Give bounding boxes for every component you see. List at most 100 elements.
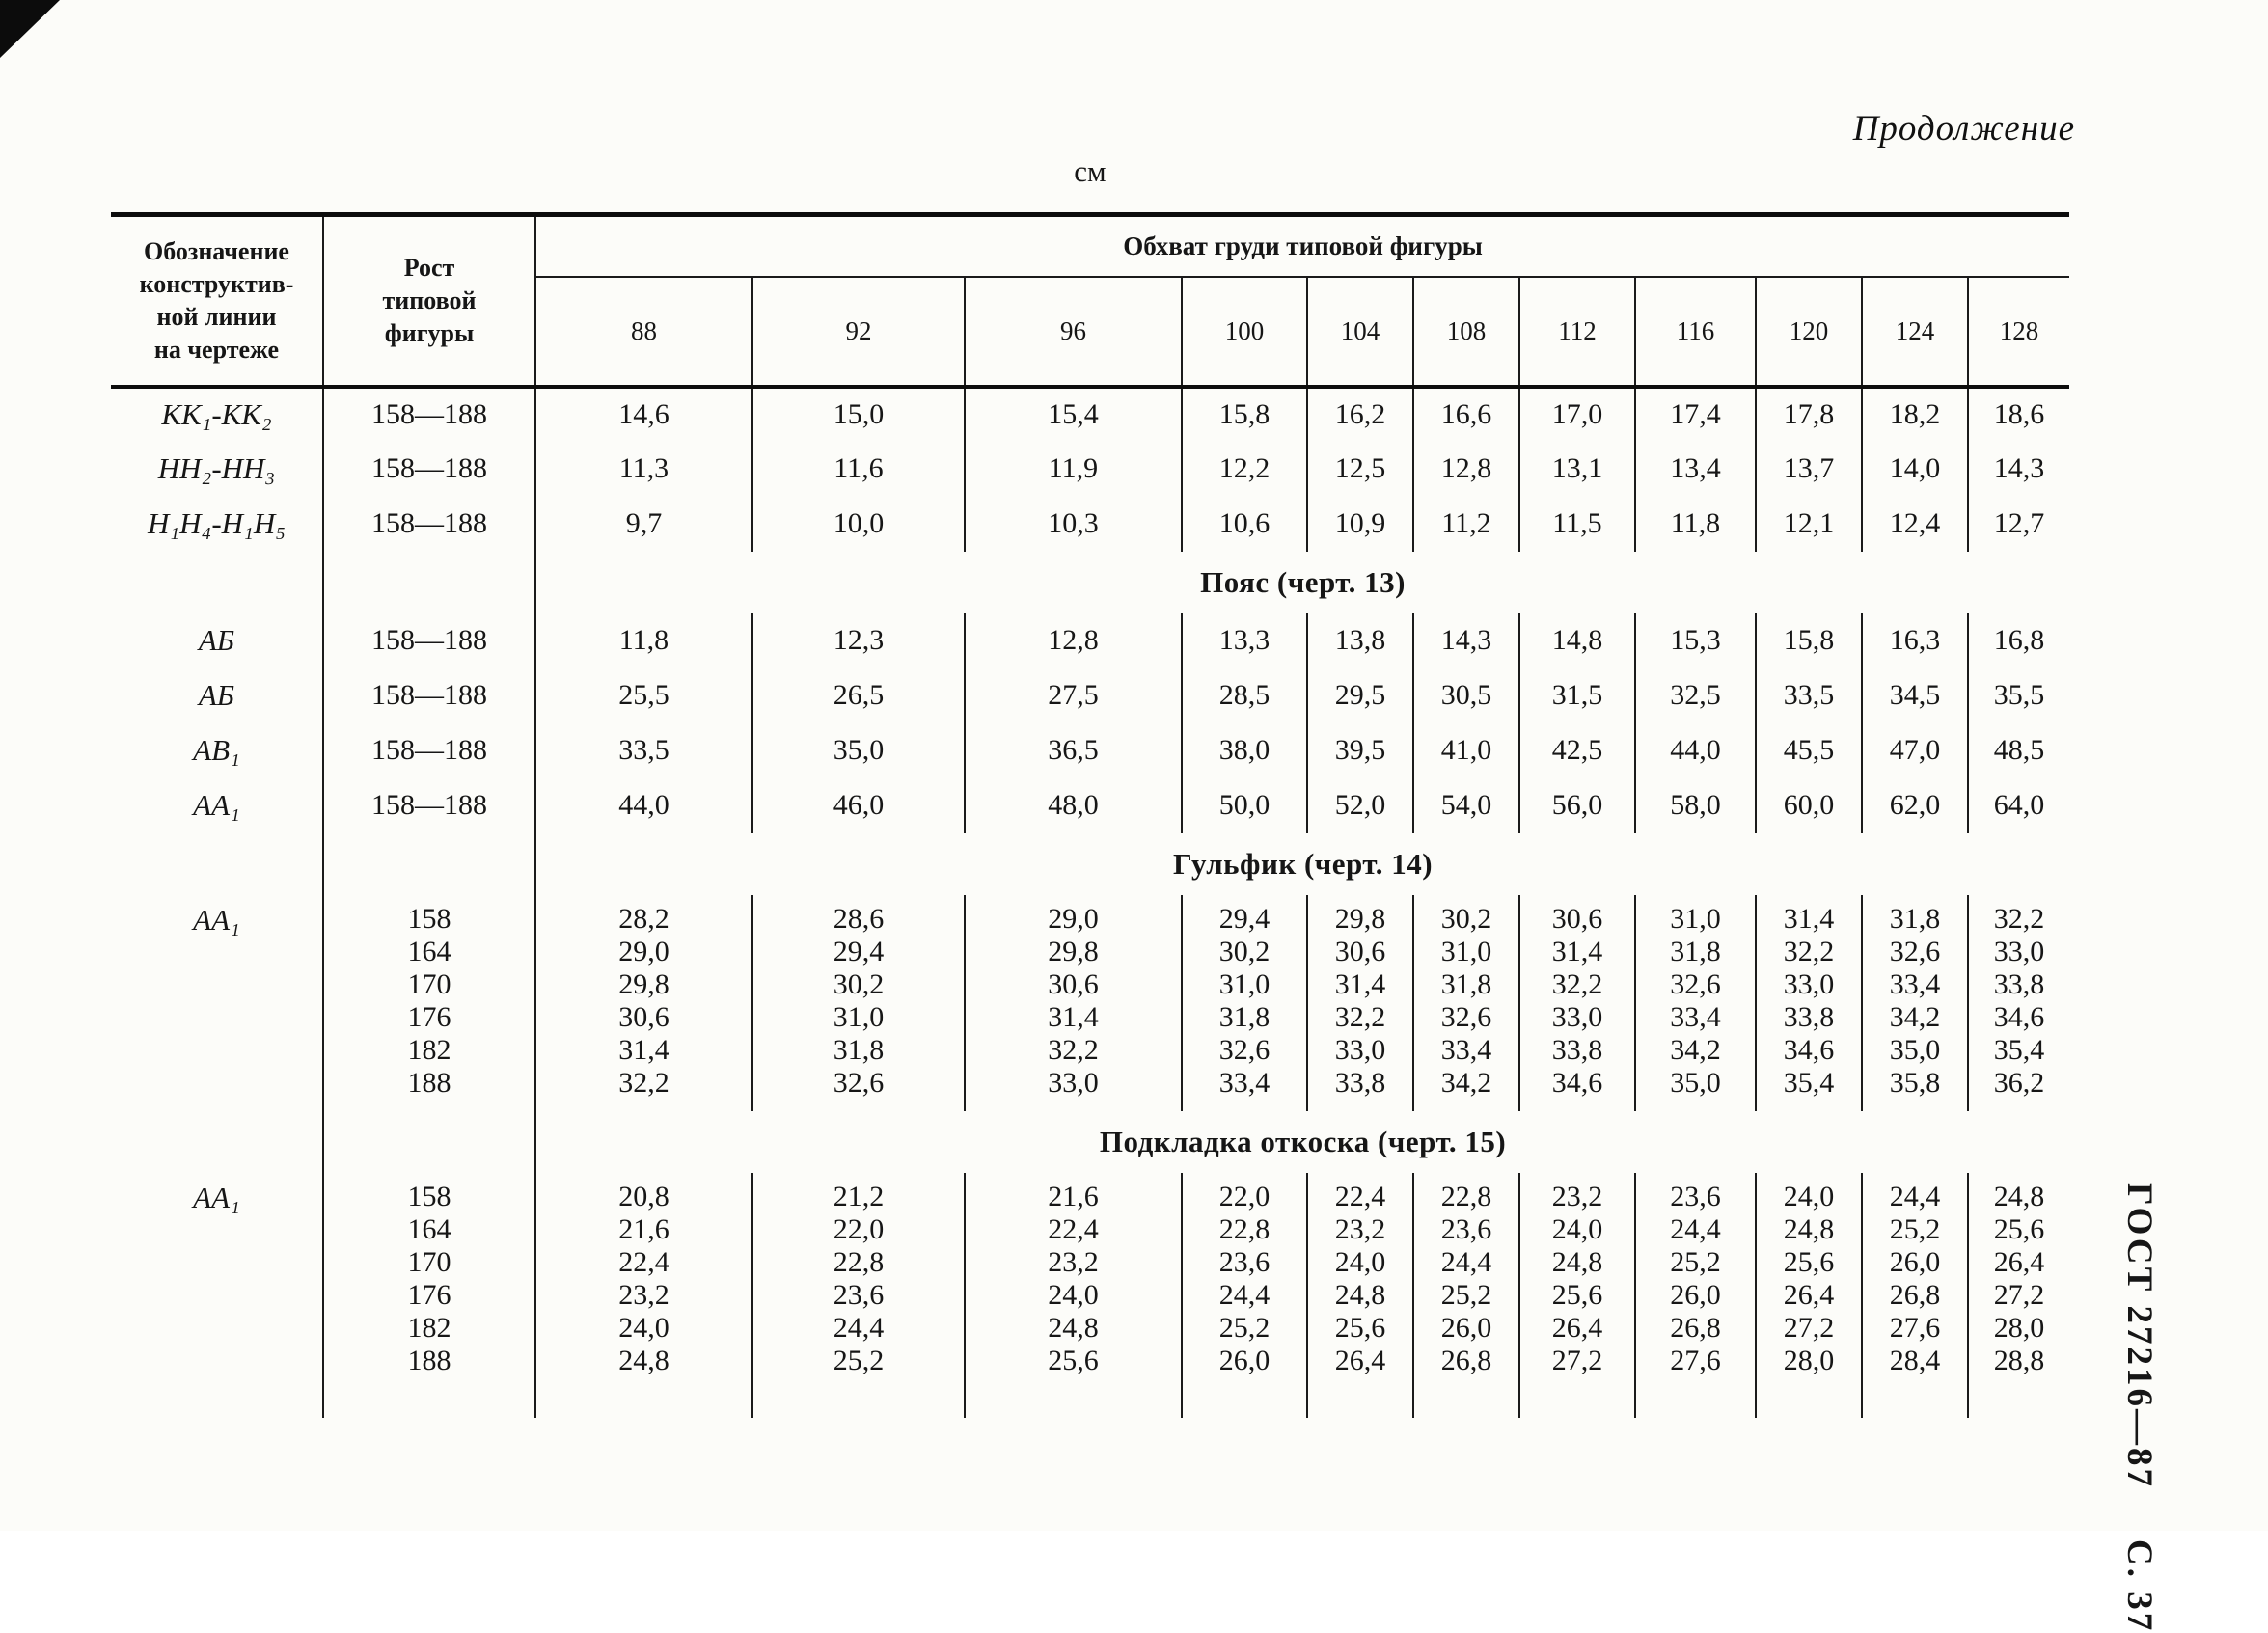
measurement-value: 31,0 (1670, 902, 1721, 935)
measurement-value: 25,6 (1783, 1245, 1835, 1278)
measurement-value: 23,6 (1440, 1212, 1492, 1245)
measurement-cell: 10,9 (1306, 496, 1413, 552)
measurement-value: 12,3 (833, 624, 885, 656)
measurement-value: 16,8 (1993, 624, 2045, 656)
measurement-value: 30,5 (1440, 679, 1492, 711)
measurement-value: 29,8 (1334, 902, 1386, 935)
measurement-value: 31,4 (618, 1033, 669, 1066)
measurement-cell: 12,3 (751, 612, 965, 668)
page-number-label: С. 37 (2119, 1539, 2159, 1633)
measurement-cell: 16,3 (1861, 612, 1968, 668)
height-value: 158—188 (371, 398, 487, 430)
measurement-value: 25,6 (1048, 1344, 1099, 1376)
measurement-cell: 22,4 23,2 24,0 24,8 25,6 26,4 (1306, 1172, 1413, 1389)
measurement-value: 23,6 (1670, 1180, 1721, 1212)
measurement-cell: 38,0 (1181, 722, 1307, 778)
measurement-value: 13,4 (1670, 452, 1721, 484)
section-title: Гульфик (черт. 14) (1172, 846, 1434, 881)
measurement-cell: 15,4 (964, 386, 1182, 442)
unit-label: см (1074, 154, 1107, 188)
measurement-cell: 48,0 (964, 777, 1182, 833)
measurement-value: 12,1 (1783, 507, 1835, 539)
measurement-cell: 31,4 32,2 33,0 33,8 34,6 35,4 (1755, 894, 1862, 1111)
height-value: 158—188 (371, 734, 487, 766)
measurement-value: 26,0 (1670, 1278, 1721, 1311)
measurement-value: 10,3 (1048, 507, 1099, 539)
measurement-cell: 24,0 24,8 25,6 26,4 27,2 28,0 (1755, 1172, 1862, 1389)
measurement-cell: 34,5 (1861, 667, 1968, 723)
measurement-value: 35,5 (1993, 679, 2045, 711)
measurement-cell: 21,6 22,4 23,2 24,0 24,8 25,6 (964, 1172, 1182, 1389)
section-title: Пояс (черт. 13) (1200, 564, 1406, 599)
height-value: 182 (407, 1033, 451, 1066)
measurement-value: 21,6 (1048, 1180, 1099, 1212)
measurement-cell: 11,2 (1412, 496, 1519, 552)
measurement-value: 14,6 (618, 398, 669, 430)
measurement-cell: 31,8 32,6 33,4 34,2 35,0 35,8 (1861, 894, 1968, 1111)
measurement-value: 32,6 (1670, 967, 1721, 1000)
measurement-value: 28,0 (1993, 1311, 2045, 1344)
measurement-value: 64,0 (1993, 789, 2045, 821)
measurement-cell: 50,0 (1181, 777, 1307, 833)
measurement-cell: 12,5 (1306, 441, 1413, 497)
table-row: АА₁ 158 164 170 176 182 188 20,8 21,6 22,4 23,2 24,… (111, 1172, 2070, 1389)
measurement-cell: 39,5 (1306, 722, 1413, 778)
measurement-value: 42,5 (1551, 734, 1603, 766)
measurement-value: 11,2 (1441, 507, 1491, 539)
measurement-cell: 35,5 (1966, 667, 2070, 723)
measurement-value: 33,5 (618, 734, 669, 766)
section-spacer-col2 (323, 1110, 536, 1173)
measurement-value: 32,6 (1440, 1000, 1492, 1033)
figure-height: 158—188 (323, 667, 536, 723)
figure-height: 158—188 (323, 777, 536, 833)
measurement-cell: 12,8 (1412, 441, 1519, 497)
section-spacer-col2 (323, 832, 536, 895)
measurement-cell: 12,7 (1966, 496, 2070, 552)
measurement-value: 44,0 (1670, 734, 1721, 766)
measurement-value: 10,6 (1218, 507, 1271, 539)
measurement-cell: 44,0 (535, 778, 752, 833)
spacer-cell (1755, 1388, 1862, 1418)
measurement-value: 17,0 (1551, 398, 1603, 430)
measurement-cell: 54,0 (1412, 777, 1519, 833)
measurement-cell: 29,4 30,2 31,0 31,8 32,6 33,4 (1181, 894, 1307, 1111)
measurement-value: 28,0 (1783, 1344, 1835, 1376)
line-designation: АА₁ (111, 777, 324, 833)
spacer-cell (1861, 1388, 1968, 1418)
measurement-value: 30,2 (833, 967, 885, 1000)
measurement-cell: 33,5 (1755, 667, 1862, 723)
measurement-value: 54,0 (1440, 789, 1492, 821)
chest-girth-span-header: Обхват груди типовой фигуры (535, 214, 2070, 278)
measurement-value: 24,0 (1048, 1278, 1099, 1311)
measurement-value: 32,2 (1048, 1033, 1099, 1066)
measurement-cell: 17,4 (1634, 386, 1756, 442)
measurement-cell: 23,6 24,4 25,2 26,0 26,8 27,6 (1634, 1172, 1756, 1389)
measurement-value: 11,8 (1670, 507, 1721, 539)
size-col-header: 124 (1861, 276, 1968, 389)
measurement-value: 33,4 (1889, 967, 1941, 1000)
measurement-cell: 14,6 (535, 387, 752, 442)
measurement-cell: 12,4 (1861, 496, 1968, 552)
measurement-value: 14,3 (1993, 452, 2045, 484)
height-value: 164 (407, 1212, 451, 1245)
measurement-value: 30,6 (1334, 935, 1386, 967)
height-value: 164 (407, 935, 451, 967)
measurement-cell: 14,3 (1966, 441, 2070, 497)
measurement-value: 27,2 (1551, 1344, 1603, 1376)
measurement-value: 15,0 (833, 398, 885, 430)
measurement-value: 9,7 (625, 507, 663, 539)
spacer-cell (1306, 1388, 1413, 1418)
measurement-value: 28,4 (1889, 1344, 1941, 1376)
size-col-header: 112 (1518, 276, 1635, 389)
size-col-header: 92 (751, 276, 965, 389)
line-designation: КК₁-КК₂ (111, 386, 324, 442)
measurement-value: 27,6 (1889, 1311, 1941, 1344)
height-value: 182 (407, 1311, 451, 1344)
measurement-cell: 10,6 (1181, 496, 1307, 552)
figure-height: 158—188 (323, 386, 536, 442)
measurement-value: 32,2 (1993, 902, 2045, 935)
measurement-cell: 29,0 29,8 30,6 31,4 32,2 33,0 (964, 894, 1182, 1111)
spacer-cell (111, 1388, 324, 1418)
measurement-cell: 11,8 (535, 613, 752, 668)
measurement-value: 36,5 (1048, 734, 1099, 766)
